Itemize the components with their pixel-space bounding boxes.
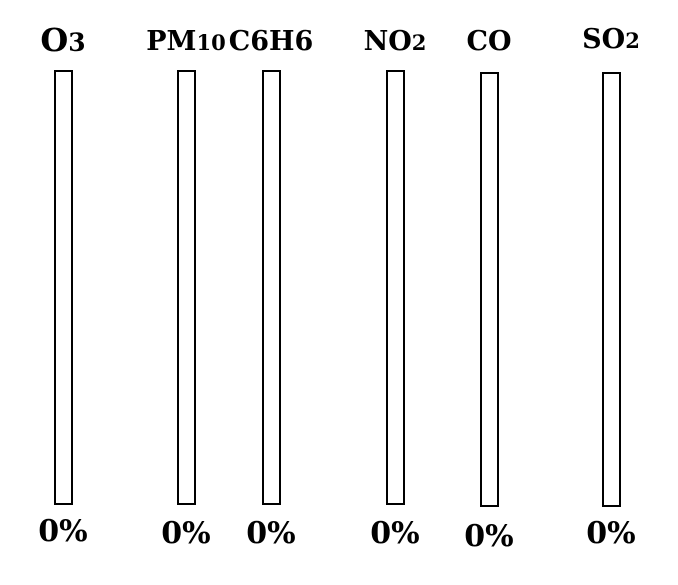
gauge-label-co: CO (466, 24, 511, 61)
gauge-label-main: NO (363, 26, 412, 57)
gauge-value-o3: 0% (38, 514, 88, 549)
gauge-label-no2: NO2 (364, 24, 427, 61)
gauge-label-main: SO (582, 24, 626, 55)
gauge-value-co: 0% (464, 519, 514, 554)
gauge-value-no2: 0% (370, 516, 420, 551)
gauge-label-pm10: PM10 (146, 24, 226, 61)
gauge-label-main: O (40, 21, 69, 59)
gauge-bar-c6h6 (262, 70, 281, 505)
gauge-label-c6h6: C6H6 (229, 24, 314, 61)
gauge-label-main: CO (466, 26, 512, 57)
gauge-label-sub: 10 (196, 30, 226, 55)
gauge-value-c6h6: 0% (246, 516, 296, 551)
gauge-label-main: C6H6 (228, 26, 314, 57)
gauge-label-sub: 2 (411, 30, 427, 55)
gauge-label-so2: SO2 (582, 22, 640, 59)
gauge-value-so2: 0% (586, 516, 636, 551)
gauge-bar-no2 (386, 70, 405, 505)
gauge-bar-o3 (54, 70, 73, 505)
gauge-bar-co (480, 72, 499, 507)
gauge-label-main: PM (146, 26, 197, 57)
gauge-label-sub: 3 (68, 28, 86, 57)
gauge-label-o3: O3 (40, 22, 85, 61)
gauge-bar-pm10 (177, 70, 196, 505)
gauge-label-sub: 2 (625, 28, 640, 53)
gauge-bar-so2 (602, 72, 621, 507)
gauge-value-pm10: 0% (161, 516, 211, 551)
